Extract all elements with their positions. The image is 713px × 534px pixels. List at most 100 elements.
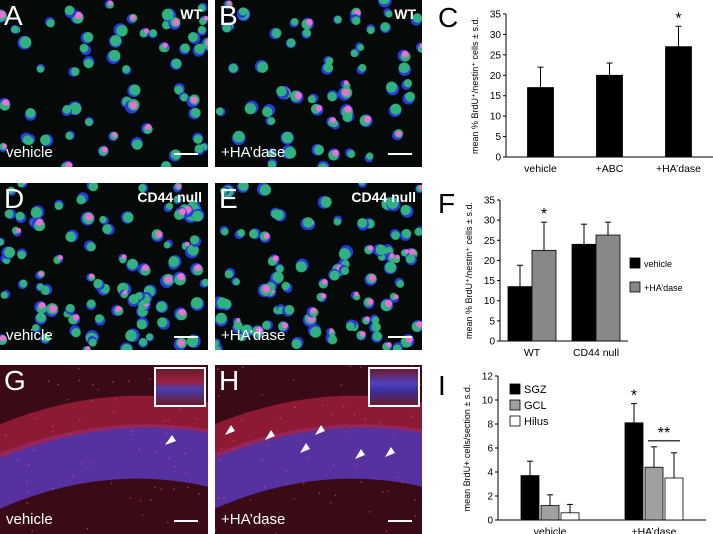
speckle xyxy=(198,492,200,495)
cell-body xyxy=(302,28,311,38)
speckle xyxy=(57,383,60,386)
speckle xyxy=(292,379,295,382)
cell-body xyxy=(85,118,93,127)
cell-body xyxy=(273,209,284,221)
speckle xyxy=(302,482,305,485)
speckle xyxy=(66,398,69,401)
brdu-nucleus xyxy=(143,28,150,34)
cell-body xyxy=(65,231,76,243)
brdu-nucleus xyxy=(57,254,63,260)
cell-body xyxy=(386,196,399,209)
cell-body xyxy=(99,215,107,224)
cell-body xyxy=(403,79,413,88)
brdu-nucleus xyxy=(310,307,317,314)
brdu-nucleus xyxy=(162,42,168,48)
cell-body xyxy=(401,228,412,239)
brdu-nucleus xyxy=(306,18,313,26)
molecular-layer xyxy=(215,395,422,458)
cell-body xyxy=(19,36,32,49)
y-tick-label: 2 xyxy=(487,492,493,503)
cell-body xyxy=(11,25,19,34)
brdu-nucleus xyxy=(85,213,93,221)
condition-label-b: +HA’dase xyxy=(221,144,286,161)
speckle xyxy=(72,474,75,477)
brdu-nucleus xyxy=(262,285,270,293)
cell-body xyxy=(70,67,80,76)
cell-body xyxy=(4,209,14,219)
y-tick-label: 0 xyxy=(495,153,501,164)
legend-swatch xyxy=(629,281,641,293)
cell-body xyxy=(345,322,355,331)
speckle xyxy=(220,448,222,450)
cell-body xyxy=(93,278,103,289)
speckle xyxy=(261,393,264,396)
micrograph-panel-b: B WT +HA’dase xyxy=(215,0,422,167)
micrograph-panel-h: H +HA’dase xyxy=(215,365,422,534)
micrograph-panel-g: G vehicle xyxy=(0,365,208,534)
speckle xyxy=(51,425,54,427)
cell-body xyxy=(83,32,94,43)
y-tick-label: 20 xyxy=(484,256,496,267)
speckle xyxy=(150,499,152,501)
brdu-nucleus xyxy=(315,105,323,112)
cell-field-d xyxy=(0,183,208,350)
speckle xyxy=(321,404,324,407)
speckle xyxy=(31,530,33,532)
bar xyxy=(624,422,644,521)
speckle xyxy=(130,433,133,436)
cell-body xyxy=(83,58,94,69)
brdu-nucleus xyxy=(172,18,180,26)
bar xyxy=(527,87,554,158)
cell-body xyxy=(86,299,96,308)
speckle xyxy=(32,449,35,452)
bar xyxy=(596,74,623,158)
cell-body xyxy=(228,63,238,73)
legend-label: SGZ xyxy=(524,384,547,396)
cell-body xyxy=(22,135,33,145)
brdu-nucleus xyxy=(85,346,91,350)
cell-body xyxy=(400,204,411,216)
speckle xyxy=(387,490,389,493)
condition-label-h: +HA’dase xyxy=(221,511,286,528)
x-tick-label: +HA’dase xyxy=(656,163,701,175)
cell-body xyxy=(186,335,199,348)
brdu-nucleus xyxy=(272,255,279,262)
cell-body xyxy=(238,7,248,16)
speckle xyxy=(78,379,81,382)
brdu-nucleus xyxy=(416,321,422,328)
cell-body xyxy=(216,297,228,309)
bar xyxy=(560,512,580,521)
cell-body xyxy=(94,314,104,323)
cell-body xyxy=(65,131,74,140)
cell-body xyxy=(187,244,199,256)
cell-body xyxy=(392,344,402,350)
speckle xyxy=(241,419,243,421)
brdu-nucleus xyxy=(122,290,128,295)
speckle xyxy=(266,444,269,446)
cell-body xyxy=(267,150,275,158)
scale-bar xyxy=(388,336,412,338)
cell-body xyxy=(338,248,351,260)
cell-body xyxy=(267,117,276,125)
cell-body xyxy=(4,246,16,258)
cell-body xyxy=(64,5,75,16)
cell-body xyxy=(88,183,99,192)
cell-body xyxy=(135,292,143,300)
cell-body xyxy=(396,280,405,288)
cell-body xyxy=(276,85,287,97)
cell-body xyxy=(201,278,208,287)
brdu-nucleus xyxy=(389,253,395,259)
condition-label-g: vehicle xyxy=(6,511,53,528)
brdu-nucleus xyxy=(203,15,208,21)
brdu-nucleus xyxy=(115,306,122,313)
brdu-nucleus xyxy=(108,0,113,6)
cell-body xyxy=(174,85,184,95)
chart-panel-f: mean % BrdU⁺/nestin⁺ cells ± s.d. 0 5 10 15 2… xyxy=(428,186,713,362)
y-tick-label: 25 xyxy=(490,50,502,61)
significance-mark: * xyxy=(675,10,681,27)
cell-body xyxy=(165,202,174,210)
cell-body xyxy=(284,146,297,159)
cell-body xyxy=(220,187,228,195)
cell-body xyxy=(197,25,206,34)
brdu-nucleus xyxy=(0,10,6,19)
